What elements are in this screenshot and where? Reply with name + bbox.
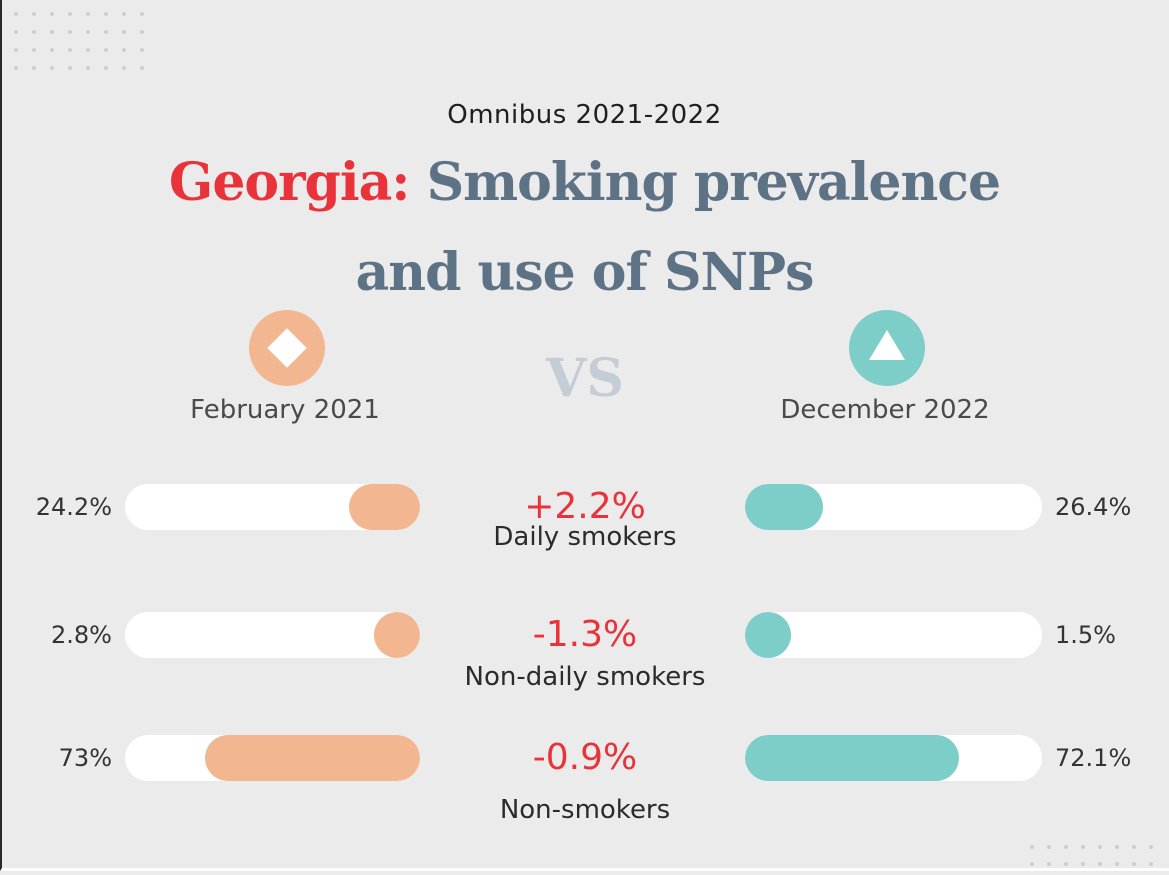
title-line2: and use of SNPs [355,242,815,303]
decorative-dot [140,66,144,70]
decorative-dot [1064,845,1068,849]
decorative-dot [140,30,144,34]
chart-row: 24.2% +2.2% Daily smokers 26.4% [0,484,1169,624]
decorative-dot [32,12,36,16]
decorative-dot [50,12,54,16]
decorative-dot [1098,862,1102,866]
decorative-dot [140,48,144,52]
left-value-label: 2.8% [51,621,112,649]
right-bar-track [745,612,1042,658]
decorative-dot [1132,845,1136,849]
decorative-dot-grid [1030,845,1166,866]
decorative-dot [1115,862,1119,866]
decorative-dot [1098,845,1102,849]
decorative-dot [50,30,54,34]
decorative-dot [1149,862,1153,866]
right-bar-fill [745,612,791,658]
decorative-dot [104,48,108,52]
decorative-dot [1064,862,1068,866]
decorative-dot [122,48,126,52]
decorative-dot [32,48,36,52]
decorative-dot [122,30,126,34]
decorative-dot [1047,862,1051,866]
decorative-dot [1047,845,1051,849]
diamond-icon [267,328,307,368]
left-bar-fill [349,484,420,530]
left-bar-fill [374,612,420,658]
left-period-label: February 2021 [190,395,380,425]
decorative-dot [1081,845,1085,849]
left-period-badge [249,310,325,386]
left-value-label: 73% [58,744,112,772]
page-title: Georgia: Smoking prevalence and use of S… [0,138,1169,318]
left-value-label: 24.2% [35,493,112,521]
decorative-dot [122,12,126,16]
chart-row: 2.8% -1.3% Non-daily smokers 1.5% [0,612,1169,752]
decorative-dot [140,12,144,16]
subtitle: Omnibus 2021-2022 [447,100,722,130]
right-bar-track [745,735,1042,781]
decorative-dot [1081,862,1085,866]
left-bar-track [125,612,420,658]
decorative-dot-grid [14,12,158,70]
change-label: -0.9% [532,737,638,778]
decorative-dot [14,48,18,52]
decorative-dot [86,66,90,70]
decorative-dot [1030,862,1034,866]
left-bar-fill [205,735,420,781]
decorative-dot [104,12,108,16]
right-bar-track [745,484,1042,530]
change-label: -1.3% [532,614,638,655]
decorative-dot [1132,862,1136,866]
right-value-label: 1.5% [1055,621,1116,649]
right-period-label: December 2022 [780,395,990,425]
decorative-dot [14,30,18,34]
right-value-label: 72.1% [1055,744,1132,772]
change-label: +2.2% [524,486,646,527]
right-bar-fill [745,484,823,530]
decorative-dot [14,66,18,70]
decorative-dot [68,66,72,70]
title-highlight: Georgia: [168,152,411,213]
decorative-dot [86,12,90,16]
category-label: Non-smokers [499,795,671,825]
decorative-dot [1115,845,1119,849]
decorative-dot [32,66,36,70]
chart-row: 73% -0.9% Non-smokers 72.1% [0,735,1169,875]
left-bar-track [125,484,420,530]
decorative-dot [86,30,90,34]
vs-label: VS [546,348,624,409]
decorative-dot [122,66,126,70]
right-bar-fill [745,735,959,781]
decorative-dot [50,66,54,70]
decorative-dot [86,48,90,52]
decorative-dot [50,48,54,52]
title-line1: Smoking prevalence [409,152,1001,213]
triangle-icon [869,330,905,360]
decorative-dot [104,30,108,34]
decorative-dot [1030,845,1034,849]
decorative-dot [1149,845,1153,849]
right-value-label: 26.4% [1055,493,1132,521]
left-bar-track [125,735,420,781]
category-label: Daily smokers [493,522,677,552]
decorative-dot [68,48,72,52]
decorative-dot [32,30,36,34]
decorative-dot [68,30,72,34]
category-label: Non-daily smokers [464,662,706,692]
decorative-dot [104,66,108,70]
decorative-dot [14,12,18,16]
decorative-dot [68,12,72,16]
right-period-badge [849,310,925,386]
